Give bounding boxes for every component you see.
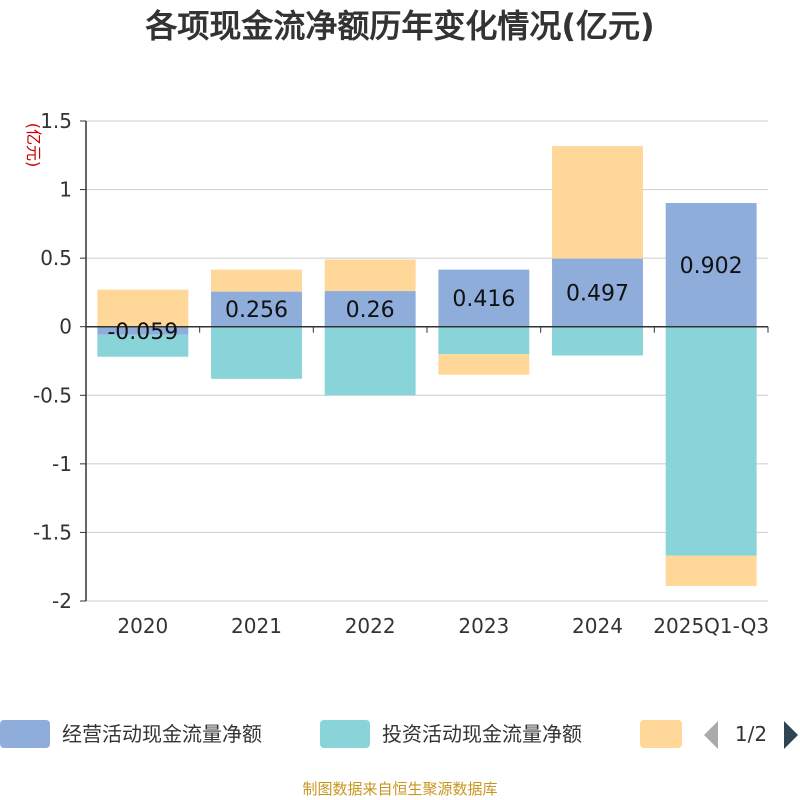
y-tick-label: -1 xyxy=(52,452,72,476)
data-label-operating-2023: 0.416 xyxy=(452,287,515,312)
bar-series-1-2020[interactable] xyxy=(97,334,189,357)
data-label-operating-2022: 0.26 xyxy=(346,298,395,323)
bar-series-1-2022[interactable] xyxy=(324,326,416,396)
data-source: 制图数据来自恒生聚源数据库 xyxy=(302,780,498,798)
y-tick-label: -1.5 xyxy=(33,520,72,544)
bar-series-2-2022[interactable] xyxy=(324,259,416,292)
legend-swatch-investing[interactable] xyxy=(320,720,370,748)
y-tick-label: 1.5 xyxy=(40,109,72,133)
y-tick-label: 0.5 xyxy=(40,246,72,270)
data-label-operating-2024: 0.497 xyxy=(566,282,629,307)
x-category-label: 2022 xyxy=(345,614,396,638)
data-label-operating-2020: -0.059 xyxy=(107,320,178,345)
chart-title: 各项现金流净额历年变化情况(亿元) xyxy=(145,7,654,45)
x-category-label: 2023 xyxy=(458,614,509,638)
x-category-label: 2021 xyxy=(231,614,282,638)
bar-series-0-2020[interactable] xyxy=(97,326,189,335)
x-category-label: 2020 xyxy=(117,614,168,638)
bar-series-0-2021[interactable] xyxy=(211,291,302,327)
x-category-label: 2025Q1-Q3 xyxy=(653,614,769,638)
legend-swatch-operating[interactable] xyxy=(0,720,50,748)
bar-series-2-2020[interactable] xyxy=(97,289,189,327)
y-tick-label: -0.5 xyxy=(33,383,72,407)
y-tick-label: 0 xyxy=(59,315,72,339)
bar-series-1-2024[interactable] xyxy=(552,326,643,356)
legend-label-operating[interactable]: 经营活动现金流量净额 xyxy=(62,722,262,746)
legend: 经营活动现金流量净额 投资活动现金流量净额 1/2 xyxy=(0,720,798,749)
bar-series-2-2023[interactable] xyxy=(438,354,530,375)
bar-series-2-2021[interactable] xyxy=(211,269,302,292)
bar-series-2-2025Q1-Q3[interactable] xyxy=(665,555,757,586)
bar-series-2-2024[interactable] xyxy=(552,146,643,259)
axes: 1.5 1 0.5 0 -0.5 -1 -1.5 -2 2020 2021 2022 2023 2024… xyxy=(33,109,769,638)
bar-series-1-2023[interactable] xyxy=(438,326,530,355)
legend-prev-page-icon[interactable] xyxy=(704,721,718,749)
legend-next-page-icon[interactable] xyxy=(784,721,798,749)
legend-swatch-other[interactable] xyxy=(640,720,682,748)
bar-series-0-2025Q1-Q3[interactable] xyxy=(665,203,757,327)
x-category-label: 2024 xyxy=(572,614,623,638)
bar-series-0-2024[interactable] xyxy=(552,258,643,327)
y-axis-unit: (亿元) xyxy=(24,123,43,168)
data-labels: -0.059 0.256 0.26 0.416 0.497 0.902 xyxy=(107,254,742,345)
y-tick-label: 1 xyxy=(59,178,72,202)
bar-series-0-2022[interactable] xyxy=(324,291,416,327)
data-label-operating-2021: 0.256 xyxy=(225,298,288,323)
bar-series-0-2023[interactable] xyxy=(438,269,530,327)
y-tick-label: -2 xyxy=(52,589,72,613)
bars xyxy=(97,146,757,586)
data-label-operating-2025Q1-Q3: 0.902 xyxy=(680,254,743,279)
legend-page-indicator: 1/2 xyxy=(735,722,767,746)
bar-series-1-2025Q1-Q3[interactable] xyxy=(665,326,757,556)
legend-label-investing[interactable]: 投资活动现金流量净额 xyxy=(382,722,582,746)
bar-series-1-2021[interactable] xyxy=(211,326,302,379)
